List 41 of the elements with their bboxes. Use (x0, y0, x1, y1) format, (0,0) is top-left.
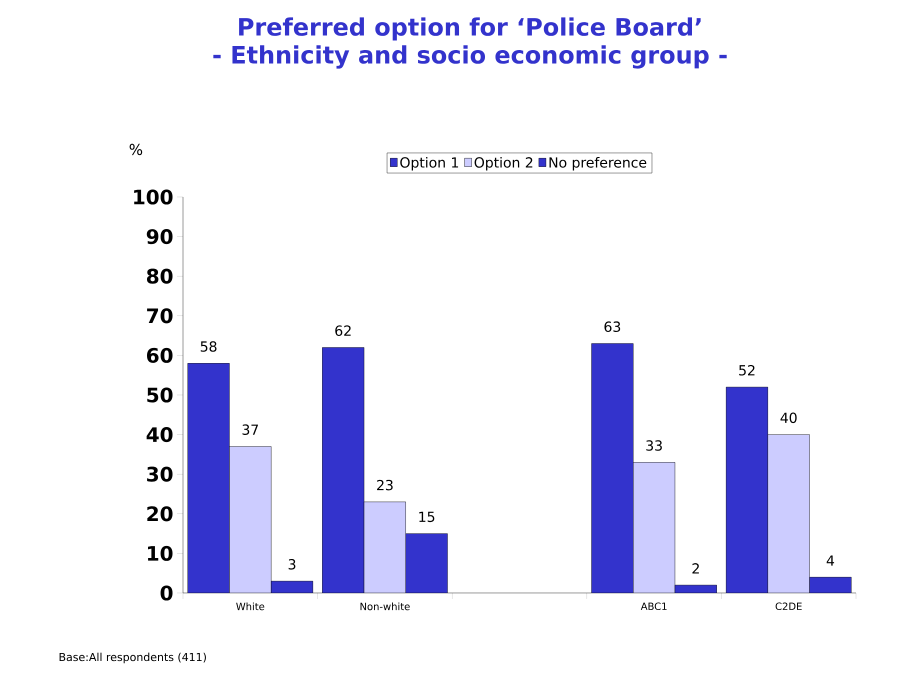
bar (322, 347, 364, 593)
x-tick-label: Non-white (360, 602, 410, 610)
data-label: 58 (200, 341, 216, 352)
data-label: 40 (780, 412, 797, 424)
bar (809, 576, 852, 593)
bar (726, 386, 768, 593)
data-label: 23 (377, 480, 393, 490)
chart-subtitle: - Ethnicity and socio economic group - (213, 45, 727, 69)
bar (271, 581, 313, 593)
text: Base:All respondents (411) (60, 652, 206, 664)
x-tick-label: C2DE (776, 602, 802, 610)
y-tick-label: 30 (147, 466, 173, 482)
y-tick-label: 10 (148, 546, 173, 561)
y-axis-title: % (130, 144, 142, 156)
y-tick-label: 70 (147, 308, 173, 324)
data-label: 52 (739, 364, 754, 376)
data-label: 63 (604, 321, 620, 332)
x-tick-label: White (236, 602, 264, 610)
y-tick-label: 80 (146, 268, 173, 284)
y-tick-label: 40 (146, 427, 173, 442)
y-tick-label: 60 (146, 348, 173, 363)
data-label: 3 (288, 559, 296, 570)
chart-title: Preferred option for ‘Police Board’ (239, 17, 701, 41)
legend-label: No preference (550, 156, 646, 170)
y-tick-label: 100 (134, 189, 173, 205)
data-label: 33 (646, 440, 662, 451)
data-label: 2 (692, 563, 699, 574)
y-tick-label: 90 (146, 229, 173, 244)
y-tick-label: 20 (147, 506, 173, 522)
data-label: 4 (826, 555, 834, 566)
y-tick-label: 0 (160, 585, 173, 601)
bar (592, 344, 634, 593)
legend-label: Option 2 (474, 156, 532, 170)
data-label: 15 (419, 512, 434, 522)
legend-label: Option 1 (400, 156, 458, 170)
y-tick-label: 50 (147, 387, 173, 403)
bar (406, 534, 448, 593)
bar (188, 363, 230, 593)
x-tick-label: ABC1 (640, 602, 667, 610)
data-label: 37 (242, 424, 258, 435)
data-label: 62 (335, 325, 351, 336)
